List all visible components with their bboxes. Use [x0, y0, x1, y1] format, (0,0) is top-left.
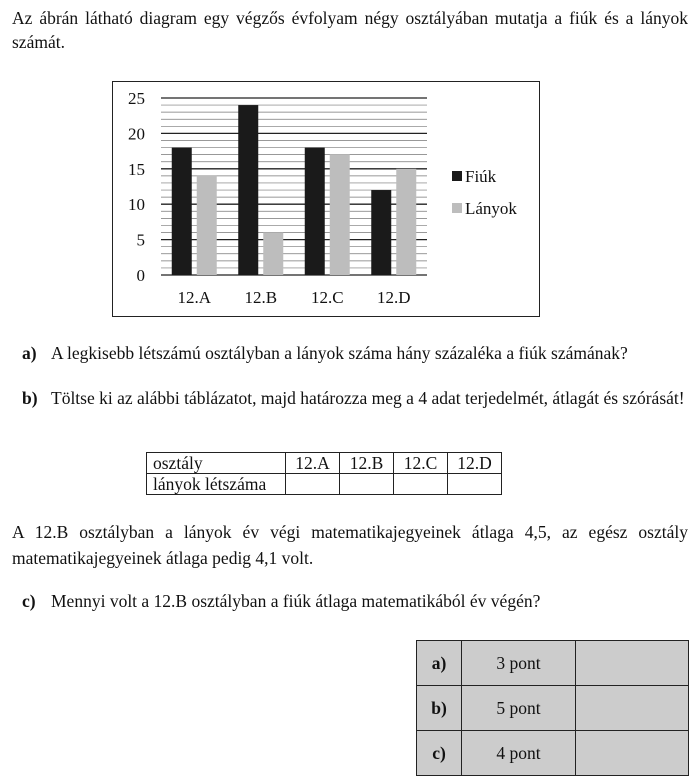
score-points-c: 4 pont: [461, 730, 576, 776]
fill-table-cell-12c[interactable]: [393, 473, 448, 495]
fill-table-header-row: osztály 12.A 12.B 12.C 12.D: [146, 452, 502, 474]
fill-table-col-12b: 12.B: [339, 452, 394, 474]
question-c: c) Mennyi volt a 12.B osztályban a fiúk á…: [22, 588, 688, 614]
context-paragraph: A 12.B osztályban a lányok év végi matem…: [12, 522, 688, 568]
bar-fiúk-12a: [171, 147, 192, 275]
fill-table-row-label: lányok létszáma: [146, 473, 286, 495]
question-c-text: Mennyi volt a 12.B osztályban a fiúk átl…: [51, 591, 541, 611]
question-a: a) A legkisebb létszámú osztályban a lány…: [22, 340, 688, 366]
bar-fiúk-12b: [238, 105, 259, 275]
bar-fiúk-12c: [304, 147, 325, 275]
legend-swatch: [452, 203, 462, 213]
score-entry-a[interactable]: [575, 640, 689, 686]
score-label-a: a): [416, 640, 462, 686]
score-points-a: 3 pont: [461, 640, 576, 686]
score-label-c: c): [416, 730, 462, 776]
score-table: a) 3 pont b) 5 pont c) 4 pont: [416, 640, 689, 776]
score-label-b: b): [416, 685, 462, 731]
bar-lányok-12d: [396, 168, 417, 275]
fill-table-col-12d: 12.D: [447, 452, 502, 474]
legend-label: Lányok: [465, 199, 517, 218]
x-tick-label: 12.B: [244, 288, 277, 307]
bar-lányok-12c: [329, 154, 350, 275]
chart-canvas: 0 5 10 15 20 25 12.A 12.B 12.C 12.D Fiúk Lányok: [128, 89, 517, 307]
x-tick-label: 12.C: [311, 288, 344, 307]
question-b: b) Töltse ki az alábbi táblázatot, majd h…: [22, 385, 688, 411]
y-tick-label: 10: [128, 195, 145, 214]
fill-table-header-label: osztály: [146, 452, 286, 474]
y-tick-label: 15: [128, 160, 145, 179]
score-points-b: 5 pont: [461, 685, 576, 731]
question-a-text: A legkisebb létszámú osztályban a lányok…: [51, 343, 628, 363]
y-tick-label: 20: [128, 124, 145, 143]
score-row-c: c) 4 pont: [416, 730, 689, 776]
legend-label: Fiúk: [465, 167, 497, 186]
legend-swatch: [452, 171, 462, 181]
score-row-a: a) 3 pont: [416, 640, 689, 686]
fill-table-col-12c: 12.C: [393, 452, 448, 474]
y-tick-label: 25: [128, 89, 145, 108]
y-tick-label: 5: [137, 231, 146, 250]
fill-table-col-12a: 12.A: [285, 452, 340, 474]
fill-table-cell-12a[interactable]: [285, 473, 340, 495]
x-tick-label: 12.A: [177, 288, 211, 307]
score-entry-c[interactable]: [575, 730, 689, 776]
score-entry-b[interactable]: [575, 685, 689, 731]
question-a-letter: a): [22, 343, 37, 363]
question-b-text: Töltse ki az alábbi táblázatot, majd hat…: [51, 388, 685, 408]
fill-table-cell-12d[interactable]: [447, 473, 502, 495]
fill-table-data-row: lányok létszáma: [146, 473, 502, 495]
intro-text: Az ábrán látható diagram egy végzős évfo…: [12, 8, 688, 52]
bar-fiúk-12d: [371, 190, 392, 275]
fill-table-cell-12b[interactable]: [339, 473, 394, 495]
question-c-letter: c): [22, 591, 36, 611]
score-row-b: b) 5 pont: [416, 685, 689, 731]
bar-chart: 0 5 10 15 20 25 12.A 12.B 12.C 12.D Fiúk Lányok: [112, 81, 540, 317]
fill-in-table: osztály 12.A 12.B 12.C 12.D lányok létsz…: [146, 452, 502, 495]
x-tick-label: 12.D: [377, 288, 411, 307]
bar-lányok-12b: [263, 232, 284, 275]
question-b-letter: b): [22, 388, 38, 408]
y-tick-label: 0: [137, 266, 146, 285]
bar-lányok-12a: [196, 175, 217, 275]
